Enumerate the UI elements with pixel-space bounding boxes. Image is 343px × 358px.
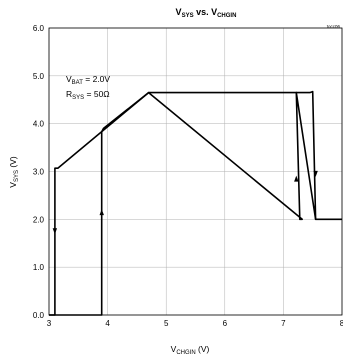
direction-arrows [52,170,318,235]
x-axis-title: VCHGIN (V) [171,344,210,356]
y-axis-title: VSYS (V) [8,156,20,188]
x-tick-label: 5 [164,319,169,328]
series [49,90,342,316]
tick-labels: 3 4 5 6 7 8 0.0 1.0 2.0 3.0 4.0 5.0 6.0 [33,24,343,328]
x-tick-label: 3 [47,319,52,328]
arrow-up-icon [294,175,299,182]
x-tick-label: 4 [105,319,110,328]
plot-frame [48,27,343,316]
chart-title: VSYS vs. VCHGIN [176,7,237,19]
chart-code: tocc06 [327,24,341,29]
y-tick-label: 0.0 [33,311,45,320]
y-tick-label: 5.0 [33,72,45,81]
y-tick-label: 4.0 [33,120,45,129]
annotation-vbat: VBAT = 2.0V [66,74,110,86]
x-tick-label: 8 [340,319,343,328]
y-tick-label: 2.0 [33,215,45,224]
series-line-falling [49,91,317,316]
arrow-down-icon [313,170,318,177]
arrow-down-icon [52,228,58,235]
arrow-up-icon [99,209,104,216]
annotation-rsys: RSYS = 50Ω [66,89,110,101]
series-line-rising [49,90,342,316]
y-tick-label: 3.0 [33,168,45,177]
x-tick-label: 6 [223,319,228,328]
y-tick-label: 1.0 [33,263,45,272]
x-tick-label: 7 [281,319,286,328]
y-tick-label: 6.0 [33,24,45,33]
